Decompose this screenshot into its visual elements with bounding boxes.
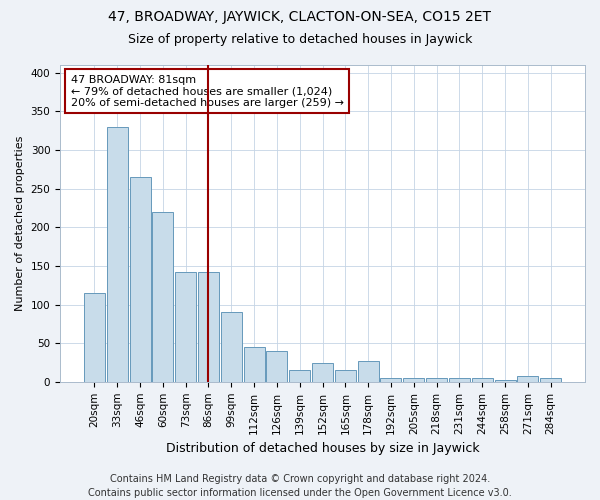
Bar <box>472 378 493 382</box>
Bar <box>312 362 333 382</box>
Bar <box>426 378 447 382</box>
Bar <box>403 378 424 382</box>
Bar <box>266 351 287 382</box>
Bar <box>130 177 151 382</box>
Bar <box>289 370 310 382</box>
Y-axis label: Number of detached properties: Number of detached properties <box>15 136 25 311</box>
Text: 47 BROADWAY: 81sqm
← 79% of detached houses are smaller (1,024)
20% of semi-deta: 47 BROADWAY: 81sqm ← 79% of detached hou… <box>71 74 344 108</box>
Bar <box>449 378 470 382</box>
Bar <box>335 370 356 382</box>
X-axis label: Distribution of detached houses by size in Jaywick: Distribution of detached houses by size … <box>166 442 479 455</box>
Bar <box>152 212 173 382</box>
Bar <box>221 312 242 382</box>
Bar <box>380 378 401 382</box>
Text: Size of property relative to detached houses in Jaywick: Size of property relative to detached ho… <box>128 32 472 46</box>
Text: Contains HM Land Registry data © Crown copyright and database right 2024.
Contai: Contains HM Land Registry data © Crown c… <box>88 474 512 498</box>
Bar <box>107 127 128 382</box>
Bar <box>494 380 515 382</box>
Bar <box>540 378 561 382</box>
Bar <box>198 272 219 382</box>
Bar <box>175 272 196 382</box>
Bar <box>244 347 265 382</box>
Bar <box>358 361 379 382</box>
Text: 47, BROADWAY, JAYWICK, CLACTON-ON-SEA, CO15 2ET: 47, BROADWAY, JAYWICK, CLACTON-ON-SEA, C… <box>109 10 491 24</box>
Bar <box>84 293 105 382</box>
Bar <box>517 376 538 382</box>
